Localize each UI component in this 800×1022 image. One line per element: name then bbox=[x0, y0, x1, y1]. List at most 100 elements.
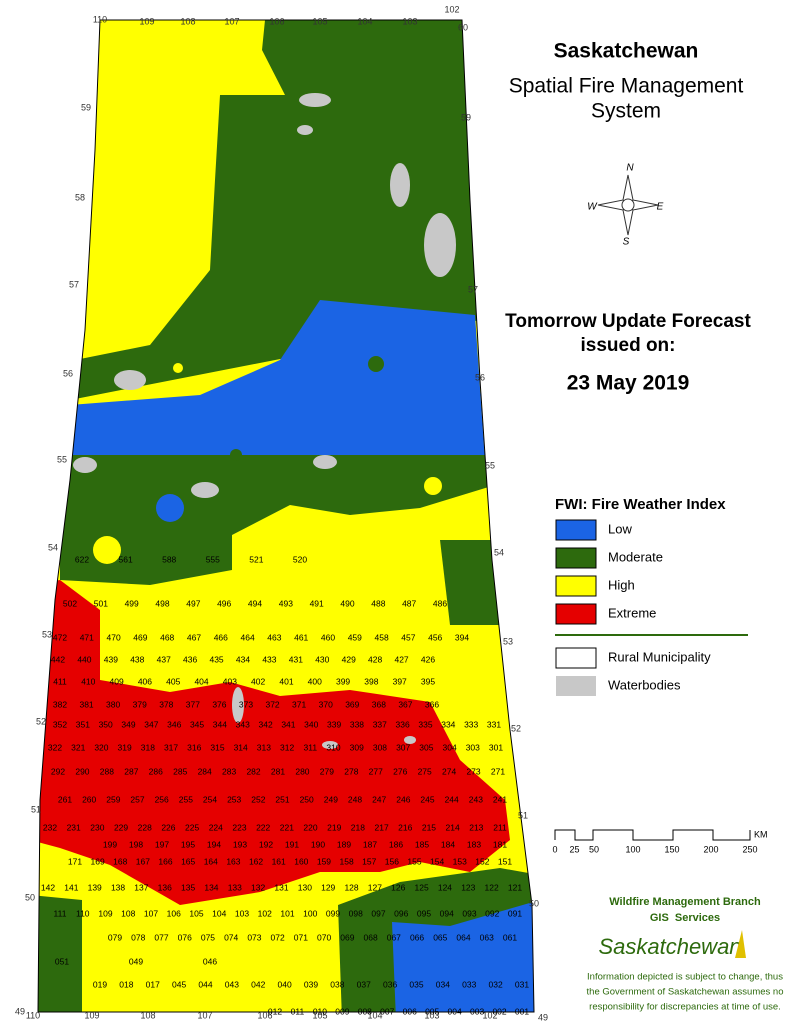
rm-number: 045 bbox=[172, 979, 186, 989]
rm-number: 019 bbox=[93, 979, 107, 989]
rm-number: 189 bbox=[337, 839, 351, 849]
rm-number: 072 bbox=[271, 932, 285, 942]
rm-number: 467 bbox=[187, 632, 201, 642]
rm-number: 036 bbox=[383, 979, 397, 989]
longitude-label: 109 bbox=[84, 1010, 99, 1020]
rm-number: 340 bbox=[304, 719, 318, 729]
scale-bar bbox=[554, 829, 751, 841]
scale-tick: 0 bbox=[552, 844, 557, 854]
rm-number: 092 bbox=[485, 908, 499, 918]
rm-number: 487 bbox=[402, 598, 416, 608]
rm-number: 186 bbox=[389, 839, 403, 849]
rm-number: 310 bbox=[326, 742, 340, 752]
rm-number: 181 bbox=[493, 839, 507, 849]
rm-number: 125 bbox=[415, 882, 429, 892]
rm-number: 046 bbox=[203, 956, 217, 966]
legend-label: High bbox=[608, 577, 635, 592]
rm-number: 464 bbox=[241, 632, 255, 642]
rm-number: 211 bbox=[493, 822, 507, 832]
longitude-label: 105 bbox=[312, 1010, 327, 1020]
rm-number: 337 bbox=[373, 719, 387, 729]
rm-number: 003 bbox=[470, 1006, 484, 1016]
rm-number: 109 bbox=[98, 908, 112, 918]
latitude-label: 51 bbox=[518, 810, 528, 820]
rm-number: 497 bbox=[186, 598, 200, 608]
rm-number: 468 bbox=[160, 632, 174, 642]
rm-number: 245 bbox=[420, 794, 434, 804]
longitude-label: 108 bbox=[180, 16, 195, 26]
rm-number: 153 bbox=[453, 856, 467, 866]
rm-number: 075 bbox=[201, 932, 215, 942]
rm-number: 142 bbox=[41, 882, 55, 892]
rm-number: 336 bbox=[396, 719, 410, 729]
rm-number: 216 bbox=[398, 822, 412, 832]
rm-number: 373 bbox=[239, 699, 253, 709]
rm-number: 437 bbox=[157, 654, 171, 664]
rm-number: 403 bbox=[223, 676, 237, 686]
rm-number: 018 bbox=[119, 979, 133, 989]
rm-number: 010 bbox=[313, 1006, 327, 1016]
rm-number: 038 bbox=[330, 979, 344, 989]
forecast-date: 23 May 2019 bbox=[567, 372, 690, 395]
compass-letter: W bbox=[587, 202, 598, 213]
rm-number: 244 bbox=[445, 794, 459, 804]
low-spot bbox=[156, 494, 184, 522]
legend-label: Moderate bbox=[608, 549, 663, 564]
rm-number: 218 bbox=[351, 822, 365, 832]
rm-number: 253 bbox=[227, 794, 241, 804]
rm-number: 493 bbox=[279, 598, 293, 608]
rm-number: 501 bbox=[94, 598, 108, 608]
rm-number: 345 bbox=[190, 719, 204, 729]
rm-number: 220 bbox=[303, 822, 317, 832]
rm-number: 214 bbox=[446, 822, 460, 832]
rm-number: 288 bbox=[100, 766, 114, 776]
rm-number: 290 bbox=[75, 766, 89, 776]
longitude-label: 104 bbox=[357, 16, 372, 26]
rm-number: 381 bbox=[79, 699, 93, 709]
moderate-spots bbox=[230, 356, 384, 461]
rm-number: 350 bbox=[99, 719, 113, 729]
rm-number: 470 bbox=[107, 632, 121, 642]
disclaimer-line: the Government of Saskatchewan assumes n… bbox=[587, 987, 784, 998]
rm-number: 007 bbox=[380, 1006, 394, 1016]
rm-number: 456 bbox=[428, 632, 442, 642]
rm-number: 073 bbox=[247, 932, 261, 942]
rm-number: 138 bbox=[111, 882, 125, 892]
rm-number: 033 bbox=[462, 979, 476, 989]
latitude-label: 51 bbox=[31, 804, 41, 814]
rm-number: 469 bbox=[133, 632, 147, 642]
rm-number: 303 bbox=[466, 742, 480, 752]
rm-number: 430 bbox=[315, 654, 329, 664]
rm-number: 104 bbox=[212, 908, 226, 918]
latitude-label: 52 bbox=[36, 716, 46, 726]
zone-extreme bbox=[38, 580, 510, 905]
rm-number: 466 bbox=[214, 632, 228, 642]
rm-number: 401 bbox=[279, 676, 293, 686]
longitude-label: 106 bbox=[269, 16, 284, 26]
rm-number: 458 bbox=[375, 632, 389, 642]
rm-number: 154 bbox=[430, 856, 444, 866]
rm-number: 064 bbox=[456, 932, 470, 942]
rm-number: 411 bbox=[53, 676, 67, 686]
rm-number: 405 bbox=[166, 676, 180, 686]
rm-number: 229 bbox=[114, 822, 128, 832]
rm-number: 397 bbox=[393, 676, 407, 686]
longitude-label: 104 bbox=[367, 1010, 382, 1020]
rm-number: 278 bbox=[344, 766, 358, 776]
rm-number: 034 bbox=[436, 979, 450, 989]
rm-number: 252 bbox=[251, 794, 265, 804]
legend-label: Rural Municipality bbox=[608, 649, 711, 664]
rm-number: 335 bbox=[418, 719, 432, 729]
rm-number: 343 bbox=[236, 719, 250, 729]
longitude-label: 103 bbox=[424, 1010, 439, 1020]
rm-number: 399 bbox=[336, 676, 350, 686]
rm-number: 043 bbox=[225, 979, 239, 989]
rm-number: 076 bbox=[178, 932, 192, 942]
rm-number: 091 bbox=[508, 908, 522, 918]
branch: Wildfire Management Branch bbox=[609, 896, 761, 908]
rm-number: 105 bbox=[189, 908, 203, 918]
rm-number: 217 bbox=[374, 822, 388, 832]
rm-number: 382 bbox=[53, 699, 67, 709]
rm-number: 215 bbox=[422, 822, 436, 832]
